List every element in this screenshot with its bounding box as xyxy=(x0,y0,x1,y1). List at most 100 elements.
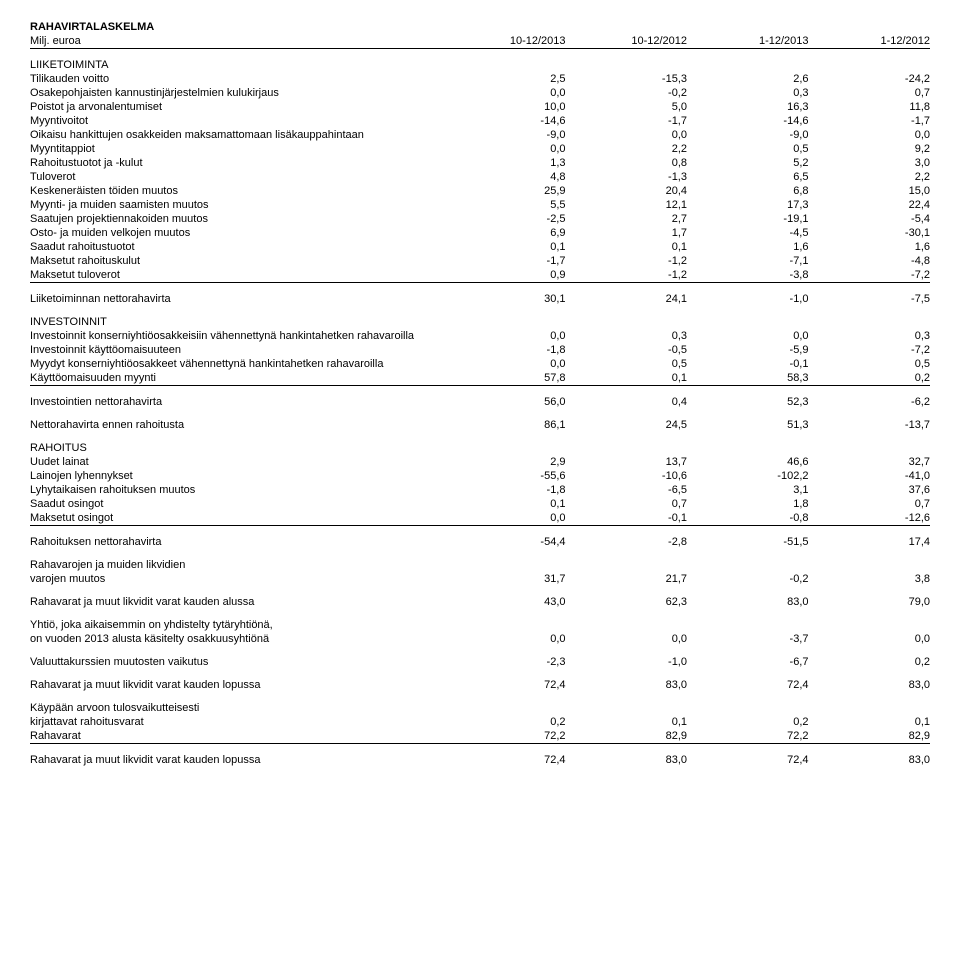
value-cell: 86,1 xyxy=(444,409,566,432)
row-label: on vuoden 2013 alusta käsitelty osakkuus… xyxy=(30,632,444,646)
value-cell: 0,0 xyxy=(809,128,931,142)
row-label: Valuuttakurssien muutosten vaikutus xyxy=(30,646,444,669)
row-label: Uudet lainat xyxy=(30,455,444,469)
value-cell: 0,1 xyxy=(566,371,688,386)
value-cell: 0,0 xyxy=(687,329,809,343)
value-cell: 43,0 xyxy=(444,586,566,609)
row-label: Saadut osingot xyxy=(30,497,444,511)
value-cell: -1,0 xyxy=(566,646,688,669)
value-cell: 13,7 xyxy=(566,455,688,469)
value-cell: 2,9 xyxy=(444,455,566,469)
value-cell: -9,0 xyxy=(444,128,566,142)
value-cell: -12,6 xyxy=(809,511,931,526)
value-cell xyxy=(444,549,566,572)
row-label: Osto- ja muiden velkojen muutos xyxy=(30,226,444,240)
value-cell: 4,8 xyxy=(444,170,566,184)
value-cell: 5,0 xyxy=(566,100,688,114)
value-cell: 21,7 xyxy=(566,572,688,586)
value-cell: -7,2 xyxy=(809,343,931,357)
value-cell: 83,0 xyxy=(566,669,688,692)
value-cell: -4,5 xyxy=(687,226,809,240)
value-cell: 0,0 xyxy=(809,632,931,646)
doc-title: RAHAVIRTALASKELMA xyxy=(30,20,444,34)
value-cell: 2,2 xyxy=(566,142,688,156)
value-cell xyxy=(687,49,809,73)
value-cell: -15,3 xyxy=(566,72,688,86)
value-cell: 72,4 xyxy=(687,669,809,692)
value-cell: -7,2 xyxy=(809,268,931,283)
value-cell: 0,7 xyxy=(566,497,688,511)
row-label: Maksetut rahoituskulut xyxy=(30,254,444,268)
value-cell: 0,1 xyxy=(444,497,566,511)
value-cell: 83,0 xyxy=(566,744,688,768)
value-cell: 0,1 xyxy=(566,715,688,729)
value-cell: 11,8 xyxy=(809,100,931,114)
value-cell: 1,6 xyxy=(809,240,931,254)
row-label: Yhtiö, joka aikaisemmin on yhdistelty ty… xyxy=(30,609,444,632)
value-cell: 0,7 xyxy=(809,86,931,100)
value-cell: 6,8 xyxy=(687,184,809,198)
value-cell xyxy=(809,432,931,455)
value-cell: -0,1 xyxy=(687,357,809,371)
value-cell: 0,3 xyxy=(566,329,688,343)
value-cell: 0,0 xyxy=(444,511,566,526)
value-cell: 0,2 xyxy=(809,646,931,669)
row-label: Tuloverot xyxy=(30,170,444,184)
value-cell: 3,1 xyxy=(687,483,809,497)
value-cell xyxy=(687,306,809,329)
value-cell: -30,1 xyxy=(809,226,931,240)
value-cell: 58,3 xyxy=(687,371,809,386)
row-label: Tilikauden voitto xyxy=(30,72,444,86)
value-cell xyxy=(809,692,931,715)
value-cell: 1,6 xyxy=(687,240,809,254)
value-cell: 82,9 xyxy=(809,729,931,744)
row-label: Poistot ja arvonalentumiset xyxy=(30,100,444,114)
value-cell: 2,5 xyxy=(444,72,566,86)
value-cell: -5,4 xyxy=(809,212,931,226)
row-label: Rahavarat ja muut likvidit varat kauden … xyxy=(30,744,444,768)
column-header: 10-12/2013 xyxy=(444,34,566,49)
row-label: Investoinnit konserniyhtiöosakkeisiin vä… xyxy=(30,329,444,343)
value-cell: 22,4 xyxy=(809,198,931,212)
value-cell: -7,5 xyxy=(809,283,931,307)
value-cell: -2,5 xyxy=(444,212,566,226)
value-cell xyxy=(444,609,566,632)
value-cell: 0,5 xyxy=(687,142,809,156)
row-label: Rahavarat ja muut likvidit varat kauden … xyxy=(30,586,444,609)
value-cell: 51,3 xyxy=(687,409,809,432)
value-cell: 0,0 xyxy=(444,632,566,646)
value-cell: -1,7 xyxy=(566,114,688,128)
value-cell: -6,7 xyxy=(687,646,809,669)
value-cell: 72,2 xyxy=(444,729,566,744)
doc-subtitle: Milj. euroa xyxy=(30,34,444,49)
value-cell xyxy=(444,49,566,73)
row-label: Myyntitappiot xyxy=(30,142,444,156)
value-cell: -1,7 xyxy=(444,254,566,268)
value-cell: -24,2 xyxy=(809,72,931,86)
value-cell: 1,8 xyxy=(687,497,809,511)
value-cell: -51,5 xyxy=(687,526,809,550)
value-cell: -41,0 xyxy=(809,469,931,483)
value-cell xyxy=(566,49,688,73)
row-label: Maksetut tuloverot xyxy=(30,268,444,283)
value-cell: 5,5 xyxy=(444,198,566,212)
value-cell: 0,1 xyxy=(566,240,688,254)
value-cell: -1,2 xyxy=(566,268,688,283)
value-cell: 0,2 xyxy=(687,715,809,729)
value-cell: 52,3 xyxy=(687,386,809,410)
value-cell: -54,4 xyxy=(444,526,566,550)
value-cell: 0,9 xyxy=(444,268,566,283)
value-cell xyxy=(687,692,809,715)
value-cell: 2,6 xyxy=(687,72,809,86)
value-cell: 1,7 xyxy=(566,226,688,240)
row-label: Lainojen lyhennykset xyxy=(30,469,444,483)
value-cell: 0,5 xyxy=(809,357,931,371)
value-cell: 16,3 xyxy=(687,100,809,114)
cashflow-table: RAHAVIRTALASKELMAMilj. euroa10-12/201310… xyxy=(30,20,930,767)
value-cell: -7,1 xyxy=(687,254,809,268)
value-cell: 72,4 xyxy=(687,744,809,768)
value-cell: 72,4 xyxy=(444,669,566,692)
value-cell: 0,0 xyxy=(566,128,688,142)
value-cell: -3,8 xyxy=(687,268,809,283)
value-cell: -19,1 xyxy=(687,212,809,226)
